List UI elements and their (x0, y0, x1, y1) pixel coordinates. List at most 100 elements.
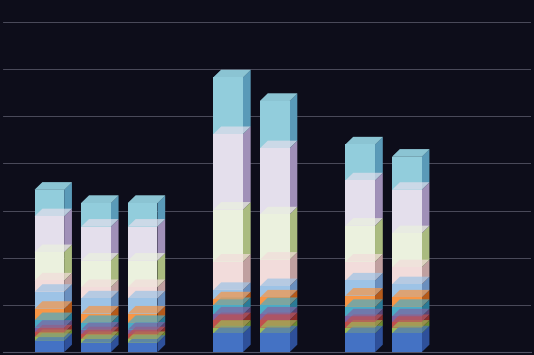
Polygon shape (81, 315, 119, 323)
Bar (35, 328, 64, 332)
Bar (214, 315, 243, 320)
Polygon shape (289, 312, 297, 328)
Polygon shape (422, 277, 429, 297)
Bar (81, 287, 111, 299)
Polygon shape (375, 309, 383, 322)
Polygon shape (111, 291, 119, 313)
Bar (214, 328, 243, 333)
Bar (392, 328, 422, 333)
Polygon shape (345, 254, 383, 262)
Polygon shape (392, 290, 429, 297)
Polygon shape (214, 326, 250, 333)
Bar (345, 144, 375, 180)
Bar (260, 260, 289, 286)
Polygon shape (128, 196, 165, 203)
Polygon shape (214, 70, 250, 77)
Polygon shape (64, 312, 72, 328)
Polygon shape (243, 297, 250, 315)
Bar (214, 134, 243, 209)
Polygon shape (375, 273, 383, 296)
Bar (392, 157, 422, 190)
Polygon shape (35, 182, 72, 190)
Bar (345, 296, 375, 307)
Bar (35, 337, 64, 341)
Polygon shape (35, 325, 72, 332)
Bar (128, 299, 158, 313)
Bar (392, 284, 422, 297)
Polygon shape (214, 202, 250, 209)
Bar (214, 320, 243, 328)
Bar (214, 305, 243, 315)
Polygon shape (345, 315, 383, 322)
Bar (345, 333, 375, 352)
Bar (392, 190, 422, 233)
Polygon shape (64, 301, 72, 320)
Polygon shape (128, 306, 165, 313)
Bar (35, 216, 64, 252)
Polygon shape (64, 320, 72, 332)
Polygon shape (422, 182, 429, 233)
Bar (260, 148, 289, 214)
Polygon shape (214, 320, 250, 328)
Polygon shape (64, 245, 72, 280)
Bar (392, 267, 422, 284)
Bar (392, 307, 422, 316)
Polygon shape (260, 290, 297, 297)
Bar (81, 261, 111, 287)
Polygon shape (243, 70, 250, 134)
Polygon shape (422, 260, 429, 284)
Bar (260, 333, 289, 352)
Polygon shape (392, 260, 429, 267)
Polygon shape (35, 245, 72, 252)
Polygon shape (64, 209, 72, 252)
Polygon shape (243, 126, 250, 209)
Bar (128, 334, 158, 339)
Polygon shape (81, 196, 119, 203)
Bar (260, 101, 289, 148)
Bar (260, 320, 289, 328)
Polygon shape (422, 309, 429, 322)
Bar (345, 307, 375, 316)
Polygon shape (375, 137, 383, 180)
Polygon shape (392, 309, 429, 316)
Bar (81, 339, 111, 343)
Polygon shape (158, 335, 165, 352)
Polygon shape (243, 202, 250, 262)
Bar (81, 334, 111, 339)
Polygon shape (64, 284, 72, 309)
Polygon shape (422, 326, 429, 352)
Polygon shape (158, 196, 165, 226)
Polygon shape (81, 219, 119, 226)
Bar (35, 190, 64, 216)
Polygon shape (345, 137, 383, 144)
Polygon shape (158, 279, 165, 299)
Polygon shape (375, 254, 383, 280)
Polygon shape (392, 226, 429, 233)
Polygon shape (375, 326, 383, 352)
Bar (35, 309, 64, 320)
Polygon shape (111, 335, 119, 352)
Polygon shape (111, 279, 119, 299)
Polygon shape (128, 253, 165, 261)
Polygon shape (345, 218, 383, 226)
Bar (35, 292, 64, 309)
Bar (128, 329, 158, 334)
Polygon shape (214, 126, 250, 134)
Bar (345, 280, 375, 296)
Polygon shape (81, 332, 119, 339)
Polygon shape (214, 254, 250, 262)
Polygon shape (243, 254, 250, 290)
Polygon shape (375, 288, 383, 307)
Polygon shape (345, 273, 383, 280)
Bar (35, 252, 64, 280)
Polygon shape (289, 141, 297, 214)
Polygon shape (375, 173, 383, 226)
Bar (81, 329, 111, 334)
Polygon shape (345, 320, 383, 328)
Bar (81, 203, 111, 226)
Polygon shape (158, 332, 165, 343)
Bar (392, 333, 422, 352)
Bar (81, 299, 111, 313)
Polygon shape (64, 329, 72, 341)
Bar (214, 290, 243, 299)
